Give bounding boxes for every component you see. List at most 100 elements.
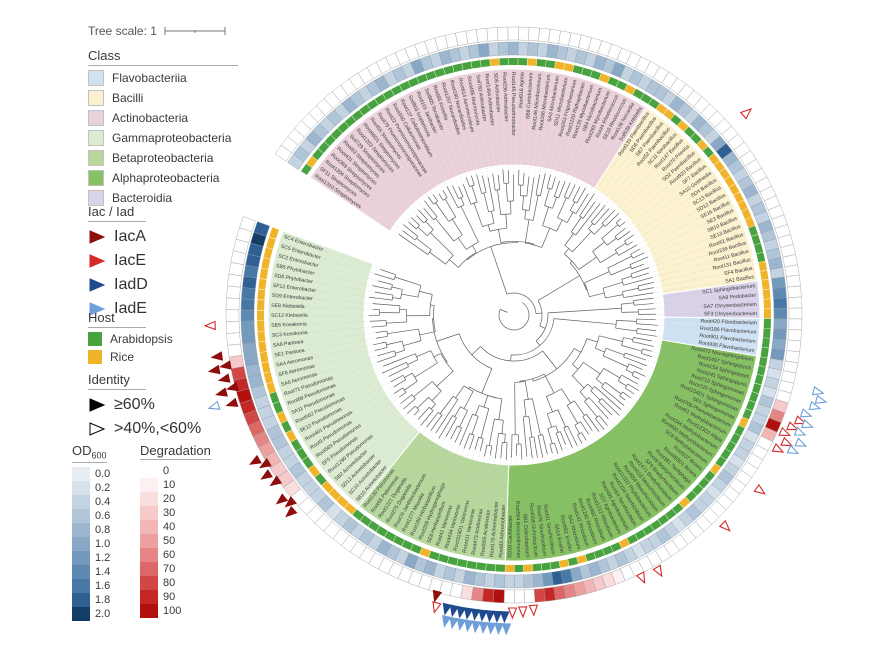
- iac-label: IadD: [114, 276, 148, 293]
- class-label: Alphaproteobacteria: [112, 171, 220, 185]
- host-cell: [730, 433, 741, 445]
- host-cell: [263, 247, 273, 259]
- degradation-swatch: [140, 478, 158, 492]
- host-cell: [708, 153, 720, 165]
- marker-iadE-filled: [449, 616, 459, 630]
- class-label: Gammaproteobacteria: [112, 131, 232, 145]
- host-cell: [745, 400, 756, 411]
- degradation-value: 80: [163, 577, 176, 589]
- class-label: Actinobacteria: [112, 111, 189, 125]
- host-cell: [758, 261, 768, 272]
- legend-class-item: Flavobacteriia: [88, 70, 238, 86]
- od600-swatch: [72, 522, 90, 537]
- host-cell: [269, 391, 280, 404]
- leaf-label: Root170 Achromobacter: [489, 501, 500, 558]
- marker-iadE-filled: [471, 620, 482, 634]
- od600-cell: [773, 297, 788, 309]
- leaf-label: SF4 Bacillus: [724, 266, 754, 278]
- host-cell: [276, 411, 288, 424]
- od600-cell: [477, 43, 490, 58]
- host-cell: [360, 515, 372, 527]
- od600-ring: [240, 41, 788, 589]
- od600-value: 2.0: [95, 607, 111, 620]
- marker-iadE-outline: [207, 400, 221, 410]
- leaf-leader-lines: [269, 70, 759, 560]
- degradation-value: 70: [163, 563, 176, 575]
- marker-iacA-filled: [432, 589, 443, 603]
- marker-iadD-filled: [492, 610, 503, 623]
- host-cell: [754, 243, 764, 254]
- od600-scale-title: OD600: [72, 443, 107, 463]
- host-cell: [754, 374, 764, 385]
- degradation-row: 60: [140, 548, 211, 562]
- od600-cell: [514, 574, 525, 589]
- host-cell: [452, 63, 463, 73]
- class-legend: Class Flavobacteriia Bacilli Actinobacteri…: [88, 48, 238, 206]
- od600-cell: [508, 41, 519, 56]
- host-cell: [461, 61, 472, 71]
- degradation-ring: [225, 26, 803, 604]
- degradation-cell: [786, 274, 801, 288]
- od600-cell: [772, 328, 787, 340]
- host-cell: [257, 299, 265, 311]
- host-cell: [272, 401, 284, 414]
- degradation-value: 40: [163, 521, 176, 533]
- degradation-swatch: [140, 534, 158, 548]
- host-cell: [642, 524, 654, 536]
- leaf-label: SE6 Kosakonia: [271, 321, 307, 329]
- host-cell: [563, 63, 574, 72]
- marker-iadD-filled: [499, 611, 510, 624]
- host-cell: [763, 318, 771, 329]
- od600-cell: [771, 338, 787, 351]
- od600-swatch: [72, 592, 90, 607]
- iac-label: IacA: [114, 228, 147, 245]
- host-cell: [656, 103, 668, 115]
- host-cell: [456, 558, 468, 568]
- degradation-row: 20: [140, 492, 211, 506]
- marker-iadE-filled: [442, 614, 452, 628]
- host-cell: [443, 65, 454, 75]
- host-cell: [434, 67, 446, 78]
- leaf-label: SB8 Curtobacterium: [525, 72, 534, 119]
- host-cell: [374, 94, 387, 105]
- marker-iadE-outline: [811, 385, 825, 396]
- tree-scale-label: Tree scale: 1: [88, 24, 157, 38]
- IadE-triangle-icon: [89, 302, 106, 316]
- host-cell: [635, 529, 647, 540]
- sector-Bacilli: [593, 106, 759, 295]
- od600-row: 0.4: [72, 494, 110, 509]
- leaf-label: SE8 Klebsiella: [271, 303, 305, 310]
- od600-swatch: [72, 578, 90, 593]
- host-cell: [376, 526, 388, 537]
- od600-cell: [536, 42, 549, 58]
- host-cell: [523, 564, 533, 572]
- leaf-label: Root186 Flavobacterium: [700, 326, 757, 336]
- host-cell: [269, 227, 280, 240]
- host-cell: [351, 109, 364, 121]
- od600-row: 0.8: [72, 522, 110, 537]
- host-cell: [314, 473, 327, 486]
- tree-scale-bar: Tree scale: 1: [88, 24, 233, 38]
- leaf-label: SD10 Caulobacter: [507, 515, 514, 558]
- marker-iadE-outline: [793, 426, 807, 436]
- od600-cell: [242, 275, 257, 289]
- host-cell: [359, 104, 371, 116]
- marker-iadE-outline: [814, 394, 828, 404]
- marker-iacE-outline: [517, 606, 528, 619]
- leaf-label: SF3 Chryseobacterium: [704, 311, 757, 317]
- degradation-swatch: [140, 576, 158, 590]
- host-cell: [665, 508, 677, 520]
- degradation-cell: [225, 309, 240, 322]
- host-cell: [352, 509, 364, 521]
- host-legend: Host Arabidopsis Rice: [88, 310, 198, 364]
- host-cell: [640, 93, 652, 105]
- degradation-cell: [786, 339, 802, 353]
- od600-cell: [769, 267, 785, 280]
- leaf-label: Root1464 Arthrobacter: [483, 73, 495, 126]
- leaf-label: SD5 Arthrobacter: [492, 73, 501, 113]
- marker-iadE-filled: [464, 619, 474, 633]
- host-cell: [752, 383, 762, 394]
- host-cell: [698, 477, 710, 489]
- od600-cell: [497, 41, 509, 56]
